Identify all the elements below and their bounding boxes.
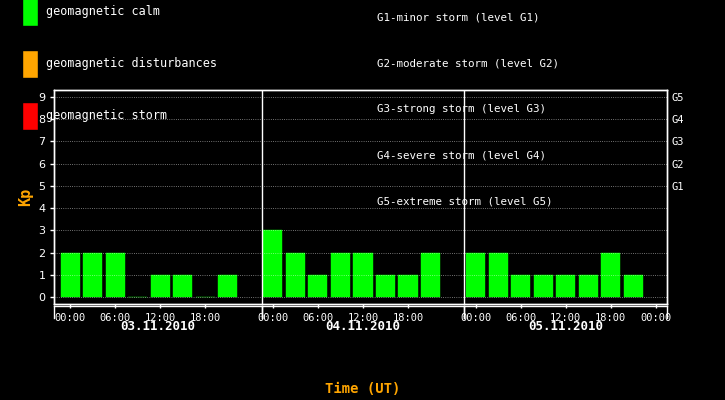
Bar [624,275,643,297]
Text: 03.11.2010: 03.11.2010 [120,320,196,333]
Text: geomagnetic calm: geomagnetic calm [46,6,160,18]
Text: 04.11.2010: 04.11.2010 [326,320,400,333]
Text: 05.11.2010: 05.11.2010 [528,320,603,333]
Bar [579,275,597,297]
Text: G2-moderate storm (level G2): G2-moderate storm (level G2) [377,58,559,68]
Text: geomagnetic disturbances: geomagnetic disturbances [46,58,218,70]
Bar [331,253,350,297]
Bar [151,275,170,297]
Bar [218,275,237,297]
Bar [466,253,485,297]
Bar [263,230,283,297]
Bar [353,253,373,297]
Text: G3-strong storm (level G3): G3-strong storm (level G3) [377,104,546,114]
Bar [286,253,305,297]
Bar [399,275,418,297]
Y-axis label: Kp: Kp [17,188,33,206]
Bar [61,253,80,297]
Bar [601,253,621,297]
Bar [511,275,530,297]
Text: G4-severe storm (level G4): G4-severe storm (level G4) [377,150,546,160]
Bar [376,275,395,297]
Text: G5-extreme storm (level G5): G5-extreme storm (level G5) [377,196,552,206]
Bar [534,275,552,297]
Bar [489,253,508,297]
Text: Time (UT): Time (UT) [325,382,400,396]
Bar [83,253,102,297]
Bar [173,275,192,297]
Text: geomagnetic storm: geomagnetic storm [46,110,167,122]
Bar [106,253,125,297]
Bar [308,275,328,297]
Bar [556,275,575,297]
Text: G1-minor storm (level G1): G1-minor storm (level G1) [377,12,539,22]
Bar [421,253,440,297]
